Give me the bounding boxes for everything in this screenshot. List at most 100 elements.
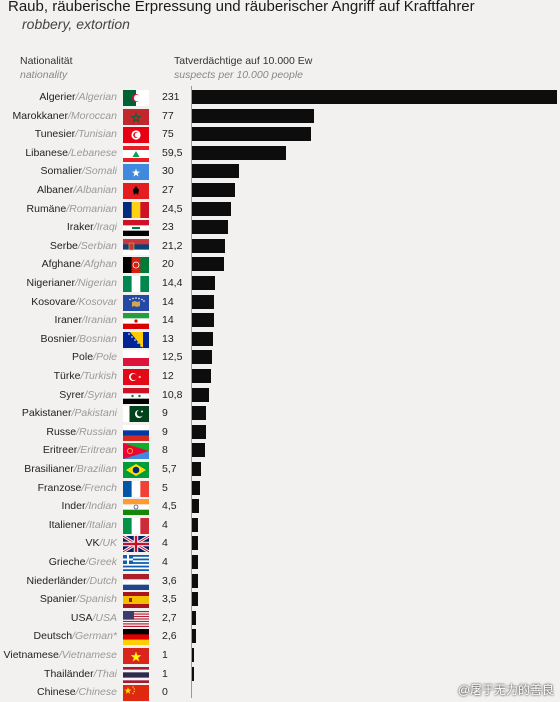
category-label: Italiener/Italian [49, 519, 117, 531]
value-label: 14 [162, 295, 174, 308]
category-label: Iraker/Iraqi [67, 221, 117, 233]
bar [192, 201, 231, 216]
value-label: 5 [162, 481, 168, 494]
bar [192, 555, 199, 569]
category-label-de: Rumäne [26, 202, 67, 215]
bar-row: Iraker/Iraqi 23 [0, 219, 560, 237]
lebanon-flag-icon [123, 145, 149, 162]
bar [192, 499, 200, 514]
category-label-de: Somalier [40, 165, 82, 178]
bar-row: Somalier/Somali 30 [0, 163, 560, 181]
value-label: 23 [162, 221, 174, 234]
category-label: Iraner/Iranian [55, 314, 117, 326]
bar [192, 108, 314, 123]
value-label: 0 [162, 686, 168, 699]
bar [192, 238, 226, 253]
value-label: 14,4 [162, 277, 183, 289]
category-label-en: /UK [99, 537, 117, 550]
bar [192, 443, 205, 458]
value-label: 14 [162, 314, 174, 327]
bar [192, 313, 215, 328]
category-label-de: Marokkaner [12, 109, 68, 122]
value-label: 24,5 [162, 202, 183, 215]
bar [192, 517, 199, 532]
bar [192, 629, 197, 644]
category-label-de: Deutsch [33, 630, 73, 643]
bar [192, 145, 286, 160]
bar-row: Chinese/Chinese 0 [0, 684, 560, 702]
thailand-flag-icon [123, 666, 149, 683]
bar-row: Afghane/Afghan 20 [0, 256, 560, 274]
bar-row: Albaner/Albanian 27 [0, 182, 560, 200]
category-label: VK/UK [85, 537, 117, 549]
bar [192, 610, 197, 625]
category-label: Albaner/Albanian [37, 184, 117, 196]
category-label: Libanese/Lebanese [25, 147, 117, 159]
category-label: Franzose/French [38, 482, 117, 494]
value-label: 4 [162, 518, 168, 531]
romania-flag-icon [123, 201, 149, 218]
value-label: 5,7 [162, 463, 177, 475]
bar-row: Deutsch/German* 2,6 [0, 628, 560, 646]
bar [192, 536, 199, 551]
category-label-de: Serbe [49, 239, 78, 252]
netherlands-flag-icon [123, 573, 149, 590]
russia-flag-icon [123, 424, 149, 441]
category-label-en: /French [81, 481, 117, 494]
bar [192, 592, 198, 607]
category-label: Pakistaner/Pakistani [22, 407, 117, 419]
category-label-de: Franzose [37, 481, 82, 494]
category-label: Rumäne/Romanian [27, 203, 117, 215]
value-label: 1 [162, 649, 168, 661]
vietnam-flag-icon [123, 648, 149, 664]
nigeria-flag-icon [123, 276, 149, 292]
category-label-de: Kosovare [31, 295, 76, 308]
value-label: 8 [162, 444, 168, 457]
category-label-en: /Nigerian [74, 277, 117, 289]
category-label-en: /Dutch [86, 574, 117, 587]
category-label-de: Nigerianer [26, 277, 75, 289]
bar-row: Thailänder/Thai 1 [0, 666, 560, 684]
china-flag-icon [123, 685, 149, 702]
poland-flag-icon [123, 350, 149, 367]
category-label-en: /Pole [93, 351, 117, 364]
bar-row: Inder/Indian 4,5 [0, 498, 560, 516]
syria-flag-icon [123, 387, 149, 404]
category-label-de: Pole [72, 351, 94, 364]
value-label: 10,8 [162, 388, 183, 401]
bosnia-flag-icon [123, 331, 149, 348]
value-label: 2,6 [162, 630, 177, 643]
bar-row: Niederländer/Dutch 3,6 [0, 573, 560, 591]
category-label-en: /Bosnian [76, 332, 117, 345]
category-label-de: Brasilianer [24, 463, 74, 475]
india-flag-icon [123, 499, 149, 516]
albania-flag-icon [123, 183, 149, 199]
category-label-en: /Albanian [73, 184, 117, 196]
value-label: 13 [162, 332, 174, 345]
bar-axis-line [191, 86, 192, 698]
category-label-en: /Eritrean [77, 444, 117, 457]
category-label: Tunesier/Tunisian [35, 128, 117, 140]
category-label-de: USA [70, 611, 93, 624]
category-label-de: Algerier [39, 91, 76, 103]
category-label: Syrer/Syrian [59, 389, 117, 401]
bar-row: Marokkaner/Moroccan 77 [0, 108, 560, 126]
category-label-de: Russe [46, 425, 77, 438]
bar-row: Serbe/Serbian 21,2 [0, 238, 560, 256]
category-label-en: /Spanish [76, 593, 117, 606]
category-label-en: /Indian [85, 500, 117, 513]
category-label-en: /Italian [86, 518, 117, 531]
bar-row: Algerier/Algerian 231 [0, 89, 560, 107]
bar-row: Brasilianer/Brazilian 5,7 [0, 461, 560, 479]
bar-row: Eritreer/Eritrean 8 [0, 442, 560, 460]
algeria-flag-icon [123, 90, 149, 106]
category-label-de: Afghane [41, 258, 81, 271]
category-label-de: Grieche [48, 556, 86, 568]
category-label: Inder/Indian [62, 500, 117, 512]
bar-row: Rumäne/Romanian 24,5 [0, 201, 560, 219]
bar [192, 350, 212, 365]
bar [192, 127, 311, 142]
category-label: Afghane/Afghan [42, 258, 117, 270]
nationality-header-en: nationality [20, 69, 68, 81]
category-label-en: /Iranian [81, 314, 117, 327]
